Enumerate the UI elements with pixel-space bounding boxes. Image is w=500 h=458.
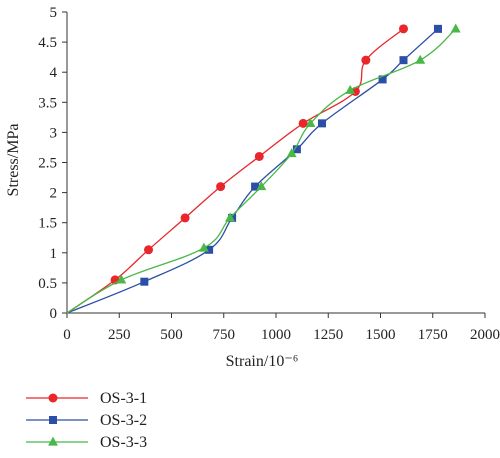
data-point: [415, 54, 426, 64]
data-point: [140, 277, 149, 286]
data-point: [116, 274, 127, 284]
data-point: [216, 182, 226, 192]
data-point: [433, 24, 442, 33]
data-point: [305, 117, 316, 127]
y-tick-label: 1.5: [38, 216, 57, 232]
data-point: [298, 118, 308, 128]
y-axis-title: Stress/MPa: [5, 124, 22, 197]
legend-swatch-marker: [48, 436, 58, 446]
legend-item: OS-3-1: [26, 390, 147, 407]
y-tick-label: 3.5: [38, 95, 57, 111]
data-point: [286, 148, 297, 158]
series-line: [66, 28, 404, 314]
x-tick-label: 500: [160, 327, 183, 343]
x-tick-label: 0: [63, 327, 71, 343]
data-point: [292, 145, 301, 154]
x-tick-label: 1250: [313, 327, 343, 343]
data-point: [378, 75, 387, 84]
y-tick-label: 4: [50, 65, 58, 81]
data-point: [205, 245, 214, 254]
axes: 0 250 500 750 1000 1250 1500 1750 2000 0 0.5 1 1.5 2 2…: [38, 5, 500, 343]
data-point: [317, 119, 326, 128]
data-point: [256, 181, 267, 191]
series-OS-3-2: [66, 24, 442, 314]
x-tick-label: 2000: [470, 327, 500, 343]
data-point: [399, 56, 408, 65]
data-point: [361, 55, 371, 65]
data-point: [450, 23, 461, 33]
data-point: [144, 245, 154, 255]
y-tick-label: 1: [50, 246, 58, 262]
x-axis-title: Strain/10⁻⁶: [226, 353, 299, 370]
series-OS-3-1: [66, 24, 408, 314]
y-tick-label: 5: [50, 5, 58, 21]
data-point: [251, 182, 260, 191]
data-point: [398, 24, 408, 34]
series-OS-3-3: [66, 23, 461, 314]
legend-item: OS-3-2: [26, 412, 147, 429]
legend: OS-3-1 OS-3-2 OS-3-3: [26, 390, 147, 451]
legend-swatch-marker: [48, 393, 58, 403]
legend-swatch-marker: [49, 416, 57, 424]
y-tick-label: 4.5: [38, 35, 57, 51]
x-tick-label: 1500: [366, 327, 396, 343]
legend-item: OS-3-3: [26, 434, 147, 451]
series-layer: [66, 23, 461, 314]
x-tick-label: 1750: [418, 327, 448, 343]
x-tick-label: 750: [213, 327, 236, 343]
y-tick-label: 0: [50, 306, 58, 322]
legend-label: OS-3-3: [100, 434, 147, 451]
y-tick-label: 3: [50, 125, 58, 141]
y-tick-label: 0.5: [38, 276, 57, 292]
x-tick-label: 1000: [261, 327, 291, 343]
series-line: [66, 28, 439, 314]
data-point: [254, 151, 264, 161]
y-tick-label: 2.5: [38, 156, 57, 172]
x-tick-label: 250: [108, 327, 131, 343]
legend-label: OS-3-2: [100, 412, 147, 429]
data-point: [180, 213, 190, 223]
data-point: [198, 242, 209, 252]
data-point: [225, 212, 235, 222]
data-point: [345, 84, 356, 94]
legend-label: OS-3-1: [100, 390, 147, 407]
series-line: [66, 28, 457, 314]
y-tick-label: 2: [50, 186, 58, 202]
